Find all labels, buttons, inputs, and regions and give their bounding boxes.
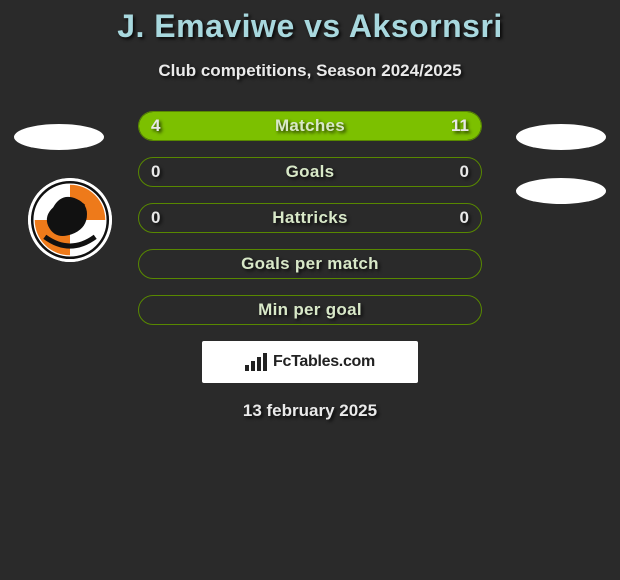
stat-row-hattricks: 0 Hattricks 0 bbox=[138, 203, 482, 233]
stat-row-min-per-goal: Min per goal bbox=[138, 295, 482, 325]
stat-row-goals-per-match: Goals per match bbox=[138, 249, 482, 279]
watermark: FcTables.com bbox=[202, 341, 418, 383]
club-badge-icon bbox=[28, 178, 112, 262]
date-label: 13 february 2025 bbox=[0, 401, 620, 421]
page-subtitle: Club competitions, Season 2024/2025 bbox=[0, 61, 620, 81]
stat-row-goals: 0 Goals 0 bbox=[138, 157, 482, 187]
stat-value-right: 0 bbox=[460, 158, 469, 186]
bar-chart-icon bbox=[245, 353, 267, 371]
player-right-placeholder-icon bbox=[516, 124, 606, 150]
stat-label: Min per goal bbox=[139, 296, 481, 324]
stat-label: Goals per match bbox=[139, 250, 481, 278]
stat-label: Hattricks bbox=[139, 204, 481, 232]
stat-label: Goals bbox=[139, 158, 481, 186]
stat-row-matches: 4 Matches 11 bbox=[138, 111, 482, 141]
stats-container: 4 Matches 11 0 Goals 0 0 Hattricks 0 Goa… bbox=[138, 111, 482, 325]
stat-value-right: 11 bbox=[451, 112, 469, 140]
stat-value-right: 0 bbox=[460, 204, 469, 232]
watermark-text: FcTables.com bbox=[273, 353, 375, 371]
stat-label: Matches bbox=[139, 112, 481, 140]
player-left-placeholder-icon bbox=[14, 124, 104, 150]
player-right-placeholder2-icon bbox=[516, 178, 606, 204]
page-title: J. Emaviwe vs Aksornsri bbox=[0, 0, 620, 45]
